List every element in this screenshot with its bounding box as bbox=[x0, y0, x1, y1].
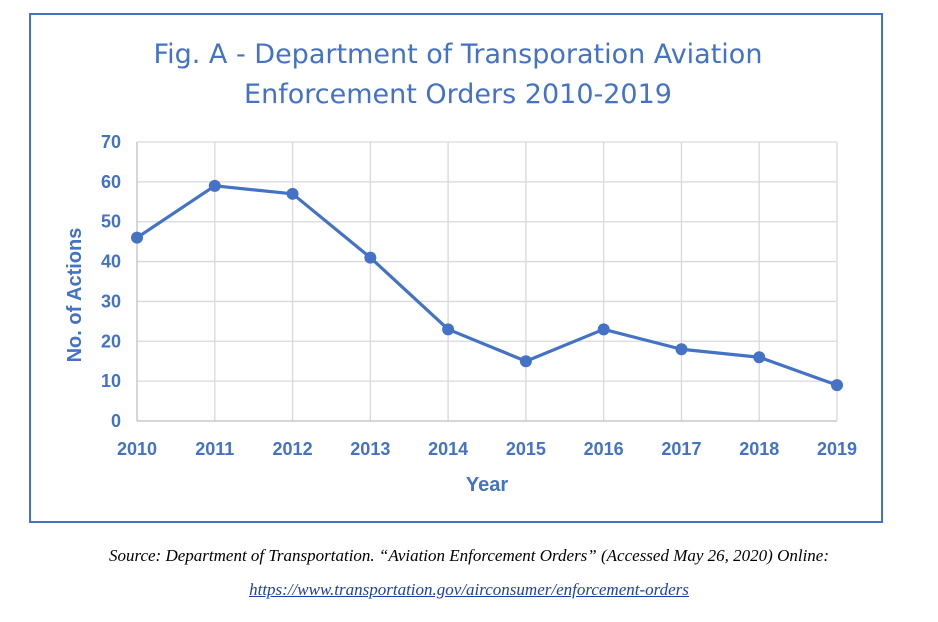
y-tick-label: 40 bbox=[101, 252, 121, 272]
data-point bbox=[131, 231, 143, 244]
x-tick-label: 2019 bbox=[817, 439, 857, 459]
data-point bbox=[753, 351, 766, 364]
x-tick-label: 2011 bbox=[195, 439, 234, 459]
y-tick-labels: 0 10 20 30 40 50 60 70 bbox=[101, 132, 121, 431]
x-tick-label: 2016 bbox=[584, 439, 624, 459]
source-citation: Source: Department of Transportation. “A… bbox=[108, 546, 830, 565]
data-point bbox=[519, 355, 532, 368]
x-tick-label: 2017 bbox=[661, 439, 701, 459]
data-point bbox=[675, 343, 688, 356]
y-tick-label: 20 bbox=[101, 331, 121, 351]
y-tick-label: 10 bbox=[101, 371, 121, 391]
x-tick-label: 2015 bbox=[506, 439, 546, 459]
chart-title-line-1: Fig. A - Department of Transporation Avi… bbox=[154, 39, 763, 70]
data-point bbox=[286, 187, 299, 200]
series-layer bbox=[131, 179, 843, 392]
data-point bbox=[597, 323, 610, 336]
data-point bbox=[831, 379, 843, 392]
y-tick-label: 30 bbox=[101, 291, 121, 311]
x-tick-labels: 2010 2011 2012 2013 2014 2015 2016 2017 2018 2019 bbox=[117, 439, 857, 459]
y-axis-label: No. of Actions bbox=[64, 228, 86, 363]
chart-frame: Fig. A - Department of Transporation Avi… bbox=[29, 13, 883, 523]
data-point bbox=[442, 323, 455, 336]
x-axis-label: Year bbox=[466, 474, 508, 496]
data-point bbox=[364, 251, 377, 264]
series-line bbox=[136, 184, 838, 387]
source-link[interactable]: https://www.transportation.gov/airconsum… bbox=[249, 580, 689, 599]
data-point bbox=[208, 179, 221, 192]
x-tick-label: 2010 bbox=[117, 439, 157, 459]
x-tick-label: 2018 bbox=[739, 439, 779, 459]
y-tick-label: 70 bbox=[101, 132, 121, 152]
axes bbox=[136, 142, 837, 422]
x-tick-label: 2013 bbox=[350, 439, 390, 459]
x-tick-label: 2012 bbox=[273, 439, 313, 459]
chart-title-line-2: Enforcement Orders 2010-2019 bbox=[244, 79, 672, 110]
source-link-line: https://www.transportation.gov/airconsum… bbox=[0, 580, 938, 600]
x-tick-label: 2014 bbox=[428, 439, 468, 459]
y-tick-label: 0 bbox=[111, 411, 121, 431]
line-chart: Fig. A - Department of Transporation Avi… bbox=[64, 39, 857, 496]
y-tick-label: 60 bbox=[101, 172, 121, 192]
gridlines bbox=[137, 141, 838, 421]
y-tick-label: 50 bbox=[101, 212, 121, 232]
